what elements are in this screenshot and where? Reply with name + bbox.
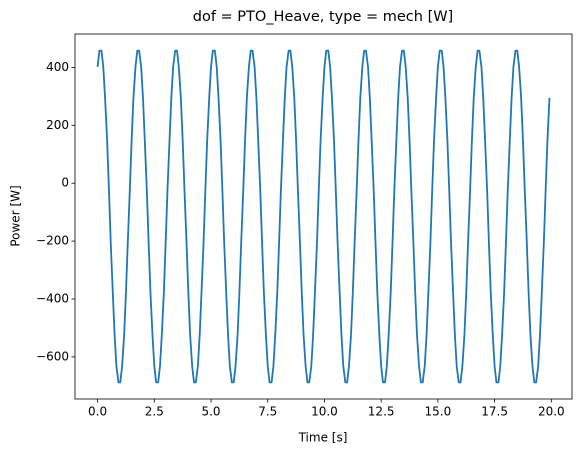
x-tick-label: 15.0 [425,405,452,419]
x-tick-label: 10.0 [311,405,338,419]
data-line [96,49,551,384]
x-tick-label: 17.5 [481,405,508,419]
y-tick-label: 0 [61,176,69,190]
y-tick-label: −400 [36,292,69,306]
chart-title: dof = PTO_Heave, type = mech [W] [193,9,453,25]
x-tick-label: 20.0 [538,405,565,419]
x-tick-label: 5.0 [201,405,220,419]
y-tick-label: 200 [46,118,69,132]
x-tick-label: 0.0 [88,405,107,419]
y-tick-label: −200 [36,234,69,248]
x-tick-label: 7.5 [258,405,277,419]
y-axis-label: Power [W] [9,185,23,246]
x-axis-label: Time [s] [298,431,348,445]
plot-frame [74,33,573,400]
x-tick-label: 2.5 [145,405,164,419]
y-tick-label: −600 [36,349,69,363]
x-tick-label: 12.5 [368,405,395,419]
y-tick-label: 400 [46,60,69,74]
